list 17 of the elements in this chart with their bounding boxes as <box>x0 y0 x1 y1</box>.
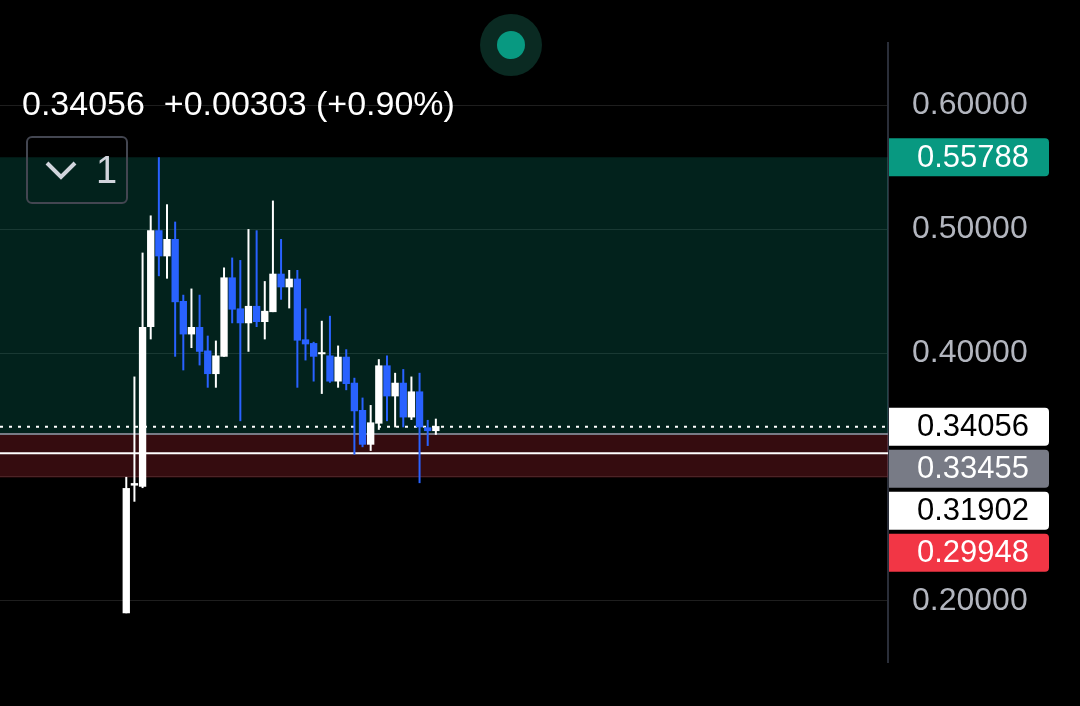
y-tick-label: 0.60000 <box>912 84 1028 121</box>
candlestick <box>318 319 326 395</box>
candlestick <box>244 228 253 353</box>
candlestick <box>277 237 285 301</box>
y-tick-label: 0.50000 <box>912 208 1028 245</box>
candlestick <box>252 229 261 328</box>
ref-line-label: 0.33455 <box>916 450 1030 486</box>
ref-line-label: 0.31902 <box>916 492 1030 528</box>
y-tick-label: 0.20000 <box>912 580 1028 617</box>
annotation: 1 <box>96 148 118 192</box>
y-tick-label: 0.40000 <box>912 332 1028 369</box>
ref-line-label: 0.34056 <box>916 408 1030 444</box>
band-label: 0.55788 <box>916 138 1030 174</box>
text: 0.34056 +0.00303 (+0.90%) <box>22 84 455 123</box>
candlestick <box>424 418 432 447</box>
candlestick <box>163 203 171 280</box>
band-label: 0.29948 <box>916 534 1030 570</box>
